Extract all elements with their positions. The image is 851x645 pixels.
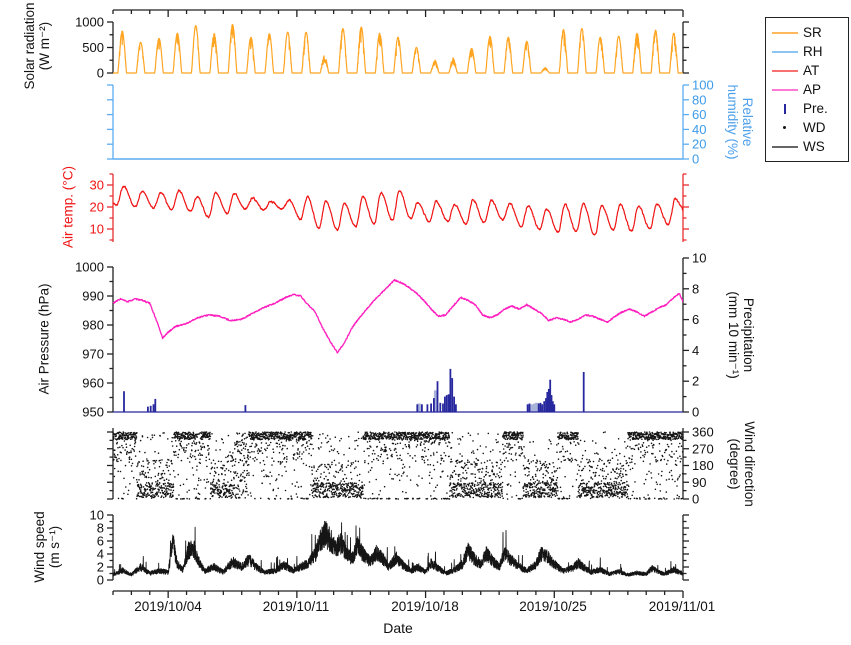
tick-label: 0	[692, 405, 699, 420]
tick-label: 30	[90, 178, 104, 193]
y-axis-title-air-temp: Air temp. (°C)	[60, 166, 75, 248]
legend-label: AP	[803, 82, 822, 97]
series-precipitation	[113, 368, 683, 413]
x-tick-label: 2019/10/25	[519, 599, 587, 614]
y-axis-title-line: (degree)	[727, 438, 742, 490]
tick-label: 20	[692, 137, 706, 152]
tick-label: 180	[692, 458, 714, 473]
tick-label: 4	[97, 547, 104, 562]
series-solar-radiation	[112, 24, 684, 74]
y-axis-title-relative-humidity: Relative humidity (%)	[725, 84, 755, 159]
legend-item-ap: AP	[771, 80, 846, 99]
tick-label: 20	[90, 200, 104, 215]
legend-item-wd: WD	[771, 118, 846, 137]
series-air-pressure	[112, 278, 684, 354]
series-wind-speed	[112, 520, 684, 577]
y-axis-title-line: Relative	[740, 97, 756, 147]
y-axis-title-solar-radiation: Solar radiation (W m⁻²)	[22, 2, 52, 89]
y-axis-title-line: Precipitation	[741, 297, 757, 373]
y-axis-title-air-pressure: Air Pressure (hPa)	[36, 283, 51, 394]
tick-label: 0	[692, 492, 699, 507]
legend-item-at: AT	[771, 61, 846, 80]
tick-label: 0	[97, 66, 104, 81]
ws-line-marker-icon	[771, 145, 798, 148]
tick-label: 4	[692, 343, 699, 358]
tick-label: 990	[82, 289, 104, 304]
tick-label: 980	[82, 318, 104, 333]
y-axis-title-line: humidity (%)	[725, 84, 740, 160]
wind-direction-dot-marker-icon	[771, 126, 798, 129]
legend-item-ws: WS	[771, 137, 846, 156]
tick-label: 10	[90, 222, 104, 237]
tick-label: 60	[692, 107, 706, 122]
ap-line-marker-icon	[771, 88, 798, 91]
tick-label: 270	[692, 441, 714, 456]
tick-label: 2	[97, 560, 104, 575]
tick-label: 6	[692, 312, 699, 327]
y-axis-title-line: Wind direction	[742, 421, 758, 507]
tick-label: 1000	[75, 260, 104, 275]
y-axis-title-line: Air temp. (°C)	[60, 166, 76, 248]
at-line-marker-icon	[771, 69, 798, 72]
tick-label: 1000	[75, 15, 104, 30]
legend-item-rh: RH	[771, 42, 846, 61]
rh-line-marker-icon	[771, 50, 798, 53]
tick-label: 0	[692, 152, 699, 167]
y-axis-title-precipitation: Precipitation (mm 10 min⁻¹)	[726, 291, 756, 378]
tick-label: 100	[692, 78, 714, 93]
x-tick-label: 2019/10/04	[134, 599, 202, 614]
y-axis-title-wind-speed: Wind speed (m s⁻¹)	[32, 511, 62, 582]
legend-label: WD	[803, 120, 826, 135]
tick-label: 10	[90, 508, 104, 523]
legend: SR RH AT AP Pre. WD WS	[765, 17, 849, 162]
tick-label: 8	[97, 521, 104, 536]
tick-label: 960	[82, 376, 104, 391]
legend-item-sr: SR	[771, 23, 846, 42]
y-axis-title-wind-direction: Wind direction (degree)	[727, 421, 757, 507]
tick-label: 10	[692, 251, 706, 266]
tick-label: 8	[692, 281, 699, 296]
y-axis-title-line: Solar radiation	[21, 2, 37, 90]
series-air-temp	[112, 185, 684, 236]
tick-label: 6	[97, 534, 104, 549]
tick-label: 2	[692, 374, 699, 389]
x-tick-label: 2019/10/11	[262, 599, 330, 614]
tick-label: 360	[692, 425, 714, 440]
tick-label: 80	[692, 92, 706, 107]
legend-label: SR	[803, 25, 822, 40]
sr-line-marker-icon	[771, 31, 798, 34]
series-wind-direction	[112, 431, 684, 500]
tick-label: 970	[82, 347, 104, 362]
x-tick-label: 2019/10/18	[391, 599, 459, 614]
y-axis-title-line: (W m⁻²)	[37, 21, 52, 71]
y-axis-title-line: (m s⁻¹)	[47, 525, 62, 569]
precipitation-bar-marker-icon	[771, 103, 798, 114]
axes: 0500100002040608010010203095096097098099…	[75, 9, 714, 598]
legend-label: Pre.	[803, 101, 828, 116]
x-axis-title: Date	[383, 620, 413, 636]
legend-label: AT	[803, 63, 820, 78]
x-tick-label: 2019/11/01	[648, 599, 716, 614]
tick-label: 500	[82, 40, 104, 55]
y-axis-title-line: Air Pressure (hPa)	[36, 283, 52, 395]
legend-label: RH	[803, 44, 823, 59]
tick-label: 950	[82, 405, 104, 420]
legend-item-pre: Pre.	[771, 99, 846, 118]
y-axis-title-line: (mm 10 min⁻¹)	[726, 291, 741, 379]
y-axis-title-line: Wind speed	[31, 511, 47, 583]
tick-label: 40	[692, 122, 706, 137]
tick-label: 0	[97, 573, 104, 588]
tick-label: 90	[692, 475, 706, 490]
legend-label: WS	[803, 139, 825, 154]
